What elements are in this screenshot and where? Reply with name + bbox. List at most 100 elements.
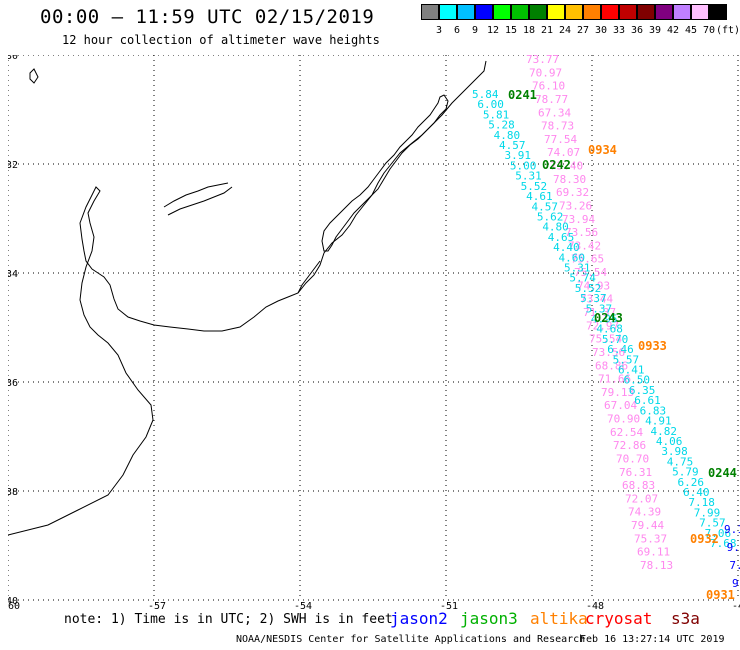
wave-height-label: 5.62 xyxy=(537,210,564,223)
wave-height-label: 75.54 xyxy=(589,333,622,346)
lagoa-dos-patos xyxy=(321,94,449,252)
legend-swatch xyxy=(439,4,457,20)
wave-height-label: 6.46 xyxy=(607,343,634,356)
legend-tick-label: 27 xyxy=(576,25,590,36)
wave-height-label: 7.18 xyxy=(688,496,715,509)
pass-time-label: 0932 xyxy=(690,532,719,546)
wave-height-label: 5.52 xyxy=(521,180,548,193)
lat-tick-label: -40 xyxy=(8,596,18,607)
coastline xyxy=(8,60,487,536)
wave-height-label: 4.95 xyxy=(591,313,618,326)
legend-swatch xyxy=(637,4,655,20)
legend-swatch xyxy=(619,4,637,20)
legend-tick-label: 39 xyxy=(648,25,662,36)
legend-tick-label: 45 xyxy=(684,25,698,36)
wave-height-label: 6.00 xyxy=(477,98,504,111)
wave-height-label: 4.61 xyxy=(526,190,553,203)
wave-height-label: 71.37 xyxy=(583,306,616,319)
pass-time-label: 0244 xyxy=(708,466,737,480)
wave-height-label: 73.44 xyxy=(580,293,613,306)
wave-height-label: 4.91 xyxy=(645,415,672,428)
legend-swatch xyxy=(529,4,547,20)
legend-tick-label: 6 xyxy=(453,25,461,36)
pass-time-label: 0241 xyxy=(508,88,537,102)
wave-height-label: 72.97 xyxy=(586,319,619,332)
wave-height-label: 73.56 xyxy=(565,226,598,239)
wave-height-label: 5.28 xyxy=(488,119,515,132)
wave-height-label: 6.40 xyxy=(683,486,710,499)
lat-tick-label: -38 xyxy=(8,487,18,498)
legend-tick-label: 3 xyxy=(435,25,443,36)
satellite-name: jason3 xyxy=(460,609,518,628)
lon-tick-label: -54 xyxy=(294,601,312,610)
lat-tick-label: -32 xyxy=(8,160,18,171)
wave-height-label: 5.74 xyxy=(569,272,596,285)
wave-height-label: 5.31 xyxy=(564,261,591,274)
map-subtitle: 12 hour collection of altimeter wave hei… xyxy=(62,33,380,47)
wave-height-label: 7. xyxy=(729,559,740,572)
wave-height-label: 5.84 xyxy=(472,88,499,101)
wave-height-label: 7.57 xyxy=(699,517,726,530)
lon-tick-label: -57 xyxy=(148,601,166,610)
wave-height-label: 5.00 xyxy=(510,159,537,172)
legend-swatch xyxy=(457,4,475,20)
wave-height-label: 9. xyxy=(727,541,740,554)
lat-lon-grid xyxy=(8,55,739,601)
legend-swatch xyxy=(583,4,601,20)
small-lake xyxy=(29,68,39,84)
wave-height-label: 5.52 xyxy=(575,282,602,295)
legend-swatch xyxy=(691,4,709,20)
wave-height-label: 69.11 xyxy=(637,546,670,559)
altimeter-tracks: 73.7770.9776.1078.7767.3478.7377.5474.07… xyxy=(472,55,740,602)
legend-tick-label: 30 xyxy=(594,25,608,36)
wave-height-label: 73.40 xyxy=(550,160,583,173)
legend-swatch xyxy=(493,4,511,20)
wave-height-label: 7.99 xyxy=(694,506,721,519)
satellite-name: jason2 xyxy=(390,609,448,628)
legend-tick-label: 9 xyxy=(471,25,479,36)
legend-unit-label: (ft) xyxy=(715,25,740,36)
wave-height-label: 5.37 xyxy=(586,302,613,315)
wave-height-label: 3.91 xyxy=(504,149,531,162)
generation-timestamp: Feb 16 13:27:14 UTC 2019 xyxy=(580,634,725,645)
legend-tick-label: 21 xyxy=(540,25,554,36)
lon-tick-label: -45 xyxy=(732,601,740,610)
wave-height-label: 4.06 xyxy=(656,435,683,448)
wave-height-label: 78.77 xyxy=(535,93,568,106)
wave-height-label: 4.80 xyxy=(542,221,569,234)
legend-tick-label: 12 xyxy=(486,25,500,36)
lat-tick-label: -36 xyxy=(8,378,18,389)
wave-height-label: 75.37 xyxy=(634,532,667,545)
wave-height-label: 68.83 xyxy=(622,479,655,492)
wave-height-label: 4.80 xyxy=(494,129,521,142)
legend-tick-label: 70 xyxy=(702,25,716,36)
wave-height-label: 74.39 xyxy=(628,506,661,519)
legend-swatch xyxy=(475,4,493,20)
legend-tick-label: 15 xyxy=(504,25,518,36)
wave-height-label: 79.44 xyxy=(631,519,664,532)
altimeter-map: 73.7770.9776.1078.7767.3478.7377.5474.07… xyxy=(8,55,740,610)
pass-time-label: 0242 xyxy=(542,158,571,172)
lagoa-mirim xyxy=(297,260,321,294)
satellite-name: s3a xyxy=(671,609,700,628)
wave-height-label: 9. xyxy=(732,577,740,590)
wave-height-label: 73.26 xyxy=(559,199,592,212)
uruguay-river-inlet xyxy=(163,182,233,216)
legend-tick-label: 42 xyxy=(666,25,680,36)
wave-height-label: 4.57 xyxy=(532,200,559,213)
wave-height-label: 6.61 xyxy=(634,394,661,407)
wave-height-label: 9.1 xyxy=(724,523,740,536)
wave-height-label: 6.50 xyxy=(623,374,650,387)
wave-height-label: 5.79 xyxy=(672,466,699,479)
coastline-main xyxy=(8,60,487,536)
pass-time-label: 0243 xyxy=(594,311,623,325)
wave-height-label: 73.42 xyxy=(568,239,601,252)
legend-swatch xyxy=(601,4,619,20)
wave-height-label: 75.54 xyxy=(574,266,607,279)
wave-height-label: 68.86 xyxy=(595,359,628,372)
lat-tick-label: -34 xyxy=(8,269,18,280)
wave-height-label: 67.04 xyxy=(604,399,637,412)
legend-swatch xyxy=(709,4,727,20)
wave-height-label: 73.56 xyxy=(592,346,625,359)
wave-height-label: 6.26 xyxy=(678,476,705,489)
